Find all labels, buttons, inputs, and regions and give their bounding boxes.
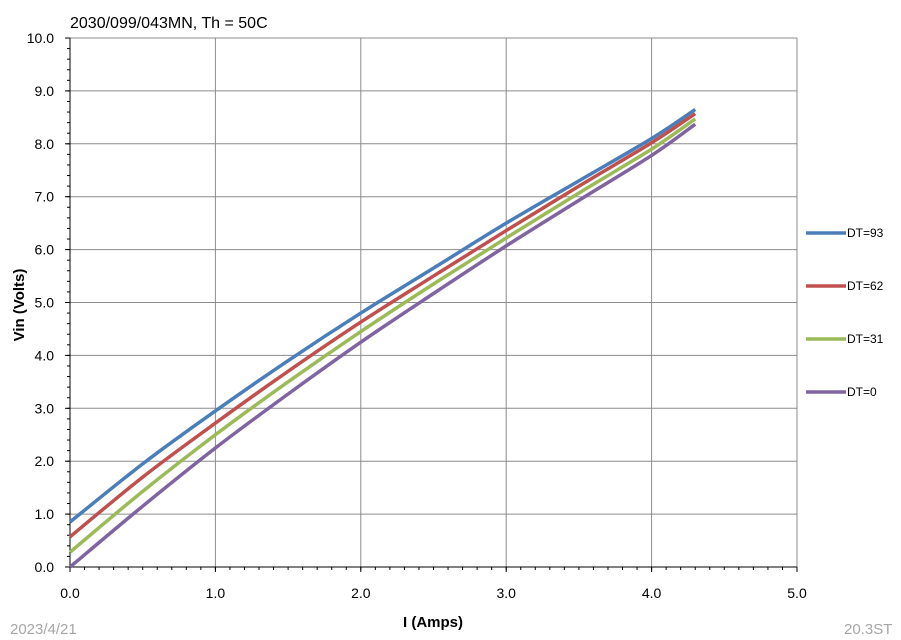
legend-label: DT=0: [847, 385, 877, 399]
grid-lines: [70, 37, 798, 567]
y-tick-label: 4.0: [35, 347, 55, 363]
series-line-dt-0: [68, 122, 697, 569]
footer-date: 2023/4/21: [10, 621, 77, 638]
y-tick-label: 8.0: [35, 136, 55, 152]
y-axis-title: Vin (Volts): [11, 269, 28, 342]
series-line-dt-62: [68, 112, 697, 539]
tick-labels: 0.0 1.0 2.0 3.0 4.0 5.0 6.0 7.0 8.0 9.0 10.0 0.0 1.0…: [27, 30, 807, 601]
y-tick-label: 9.0: [35, 83, 55, 99]
legend: DT=93 DT=62 DT=31 DT=0: [806, 226, 884, 399]
x-axis-title: I (Amps): [403, 614, 463, 631]
y-tick-label: 7.0: [35, 189, 55, 205]
y-tick-label: 10.0: [27, 30, 54, 46]
y-tick-label: 1.0: [35, 506, 55, 522]
x-tick-label: 5.0: [787, 585, 807, 601]
x-tick-label: 3.0: [496, 585, 516, 601]
x-tick-label: 0.0: [60, 585, 80, 601]
y-tick-label: 0.0: [35, 559, 55, 575]
y-tick-label: 2.0: [35, 453, 55, 469]
legend-label: DT=31: [847, 332, 884, 346]
chart-title: 2030/099/043MN, Th = 50C: [70, 15, 268, 32]
x-tick-label: 2.0: [351, 585, 371, 601]
series-lines: [68, 107, 697, 569]
y-tick-label: 6.0: [35, 242, 55, 258]
legend-label: DT=62: [847, 279, 884, 293]
axes: [65, 37, 798, 572]
series-line-dt-93: [68, 107, 697, 524]
y-tick-label: 3.0: [35, 400, 55, 416]
legend-label: DT=93: [847, 226, 884, 240]
series-line-dt-31: [68, 117, 697, 554]
footer-version: 20.3ST: [844, 621, 892, 638]
y-tick-label: 5.0: [35, 295, 55, 311]
x-tick-label: 4.0: [642, 585, 662, 601]
x-tick-label: 1.0: [206, 585, 226, 601]
